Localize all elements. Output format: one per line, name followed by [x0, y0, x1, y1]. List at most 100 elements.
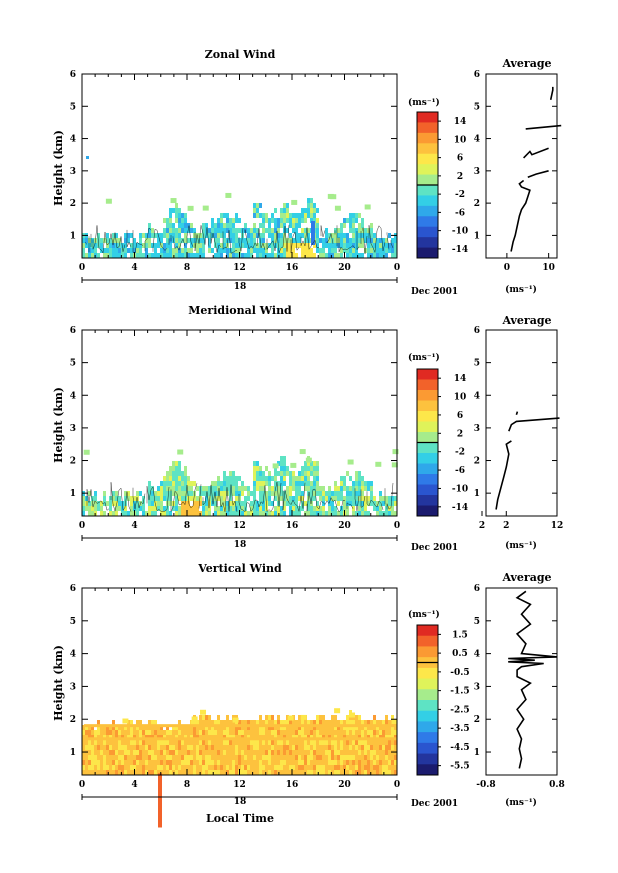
- heatmap-cell: [325, 511, 328, 516]
- heatmap-cell: [289, 243, 292, 248]
- heatmap-cell: [190, 740, 193, 745]
- heatmap-cell: [295, 506, 298, 511]
- heatmap-cell: [112, 730, 115, 735]
- heatmap-cell: [325, 750, 328, 755]
- heatmap-cell: [253, 233, 256, 238]
- heatmap-cell: [379, 755, 382, 760]
- heatmap-cell: [112, 745, 115, 750]
- heatmap-cell: [88, 760, 91, 765]
- heatmap-cell: [232, 491, 235, 496]
- heatmap-cell: [295, 720, 298, 725]
- heatmap-cell: [214, 760, 217, 765]
- heatmap-cell: [340, 770, 343, 775]
- heatmap-cell: [250, 740, 253, 745]
- heatmap-cell: [298, 476, 301, 481]
- heatmap-cell: [184, 755, 187, 760]
- heatmap-cell: [328, 253, 331, 258]
- heatmap-cell: [139, 233, 142, 238]
- heatmap-cell: [193, 501, 196, 506]
- heatmap-cell: [370, 486, 373, 491]
- colorbar-tick-label: -2.5: [450, 705, 469, 715]
- heatmap-cell: [205, 770, 208, 775]
- heatmap-cell: [388, 720, 391, 725]
- heatmap-cell: [268, 765, 271, 770]
- colorbar-swatch: [417, 411, 438, 422]
- heatmap-cell: [103, 745, 106, 750]
- heatmap-cell: [289, 725, 292, 730]
- y-tick-label: 1: [474, 748, 480, 758]
- heatmap-cell: [202, 228, 205, 233]
- heatmap-cell: [319, 720, 322, 725]
- heatmap-cell: [331, 730, 334, 735]
- heatmap-cell: [163, 253, 166, 258]
- heatmap-cell: [388, 243, 391, 248]
- heatmap-cell: [388, 496, 391, 501]
- heatmap-cell: [166, 491, 169, 496]
- heatmap-cell: [244, 511, 247, 516]
- heatmap-cell: [169, 740, 172, 745]
- heatmap-cell: [334, 205, 341, 211]
- x-tick-label: 4: [131, 780, 137, 790]
- heatmap-cell: [274, 218, 277, 223]
- heatmap-cell: [307, 506, 310, 511]
- heatmap-cell: [172, 208, 175, 213]
- heatmap-cell: [175, 506, 178, 511]
- heatmap-cell: [208, 745, 211, 750]
- heatmap-cell: [253, 228, 256, 233]
- heatmap-cell: [100, 238, 103, 243]
- heatmap-cell: [310, 506, 313, 511]
- heatmap-cell: [364, 765, 367, 770]
- heatmap-cell: [238, 476, 241, 481]
- heatmap-cell: [388, 501, 391, 506]
- x-tick-label: 16: [286, 263, 299, 273]
- heatmap-cell: [172, 248, 175, 253]
- heatmap-cell: [292, 730, 295, 735]
- heatmap-cell: [391, 740, 394, 745]
- heatmap-cell: [247, 720, 250, 725]
- heatmap-cell: [151, 233, 154, 238]
- heatmap-cell: [208, 715, 211, 720]
- heatmap-cell: [193, 745, 196, 750]
- heatmap-cell: [304, 765, 307, 770]
- heatmap-cell: [112, 725, 115, 730]
- heatmap-cell: [358, 765, 361, 770]
- heatmap-cell: [139, 238, 142, 243]
- heatmap-cell: [307, 760, 310, 765]
- heatmap-cell: [250, 511, 253, 516]
- heatmap-cell: [292, 501, 295, 506]
- heatmap-cell: [196, 253, 199, 258]
- heatmap-cell: [199, 730, 202, 735]
- heatmap-cell: [274, 491, 277, 496]
- heatmap-cell: [370, 725, 373, 730]
- heatmap-cell: [103, 496, 106, 501]
- y-tick-label: 1: [70, 489, 76, 499]
- heatmap-cell: [289, 248, 292, 253]
- colorbar-swatch: [417, 112, 438, 123]
- heatmap-cell: [283, 218, 286, 223]
- heatmap-cell: [130, 760, 133, 765]
- heatmap-cell: [271, 253, 274, 258]
- heatmap-cell: [370, 755, 373, 760]
- heatmap-cell: [193, 228, 196, 233]
- heatmap-cell: [91, 243, 94, 248]
- heatmap-cell: [247, 486, 250, 491]
- colorbar-swatch: [417, 421, 438, 433]
- heatmap-cell: [97, 506, 100, 511]
- colorbar-swatch: [417, 732, 438, 744]
- heatmap-cell: [287, 715, 294, 721]
- heatmap-cell: [190, 511, 193, 516]
- x-tick-label: 0: [504, 263, 510, 273]
- heatmap-cell: [331, 755, 334, 760]
- heatmap-cell: [298, 725, 301, 730]
- heatmap-cell: [223, 496, 226, 501]
- heatmap-cell: [262, 506, 265, 511]
- heatmap-cell: [388, 745, 391, 750]
- heatmap-cell: [223, 248, 226, 253]
- colorbar-swatch: [417, 164, 438, 176]
- heatmap-cell: [169, 471, 172, 476]
- heatmap-cell: [130, 248, 133, 253]
- heatmap-cell: [262, 486, 265, 491]
- heatmap-cell: [319, 755, 322, 760]
- heatmap-cell: [127, 765, 130, 770]
- heatmap-cell: [343, 506, 346, 511]
